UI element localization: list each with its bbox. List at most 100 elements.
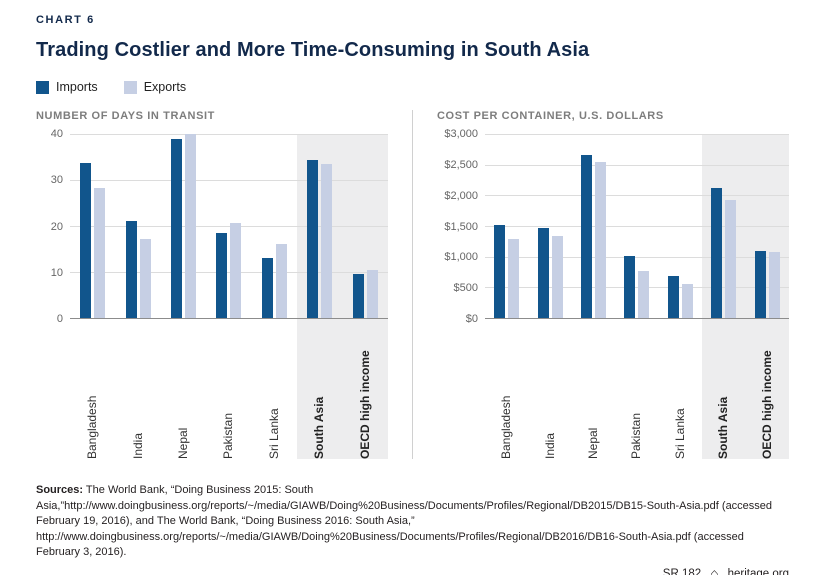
exports-bar: [725, 200, 737, 318]
bars-container: [485, 134, 789, 318]
imports-bar: [352, 273, 364, 318]
exports-bar: [185, 134, 197, 318]
report-id: SR 182: [662, 568, 702, 575]
legend-label-exports: Exports: [143, 80, 187, 94]
y-tick-label: $0: [465, 313, 478, 325]
plot-area: [485, 134, 789, 319]
bars-container: [70, 134, 388, 318]
chart-subtitle: NUMBER OF DAYS IN TRANSIT: [36, 110, 215, 122]
category: OECD high income: [343, 325, 388, 459]
exports-bar: [321, 164, 333, 318]
sources-label: Sources:: [36, 484, 84, 496]
gridline: [485, 134, 789, 135]
imports-bar: [624, 256, 636, 318]
category-label: Bangladesh: [499, 395, 514, 459]
category: Pakistan: [615, 325, 658, 459]
bar-group: [528, 134, 571, 318]
page-title: Trading Costlier and More Time-Consuming…: [36, 39, 590, 61]
plot-area: [70, 134, 388, 319]
gridline: [485, 164, 789, 166]
category: South Asia: [702, 325, 745, 459]
site-name: heritage.org: [727, 568, 789, 575]
imports-bar: [171, 138, 183, 318]
bar-group: [252, 134, 297, 318]
category-label: Sri Lanka: [672, 408, 687, 459]
imports-bar: [537, 228, 549, 318]
category-label: Nepal: [586, 427, 601, 459]
chart-subtitle: COST PER CONTAINER, U.S. DOLLARS: [437, 110, 664, 122]
category-labels: Bangladesh India Nepal Pakistan Sri Lanka Sou…: [485, 319, 789, 459]
category-label: India: [130, 432, 145, 459]
bar-group: [702, 134, 745, 318]
exports-bar: [595, 161, 607, 318]
gridline: [485, 256, 789, 258]
category-label: India: [542, 432, 557, 459]
bar-group: [485, 134, 528, 318]
y-tick-label: 30: [50, 174, 63, 187]
category: India: [528, 325, 571, 459]
y-tick-label: 40: [50, 128, 63, 140]
category-labels: Bangladesh India Nepal Pakistan Sri Lanka Sou…: [70, 319, 388, 459]
imports-bar: [216, 233, 228, 318]
category: India: [115, 325, 160, 459]
bar-group: [115, 134, 160, 318]
category: Bangladesh: [70, 325, 115, 459]
exports-bar: [681, 283, 693, 318]
imports-bar: [667, 275, 679, 318]
imports-bar: [307, 159, 319, 318]
category-label: OECD high income: [759, 350, 774, 459]
y-tick-label: $1,500: [444, 220, 478, 233]
category: Bangladesh: [485, 325, 528, 459]
category-label: Bangladesh: [85, 395, 100, 459]
imports-bar: [125, 220, 137, 318]
category: Sri Lanka: [659, 325, 702, 459]
exports-bar: [139, 239, 151, 318]
exports-swatch-icon: [123, 80, 137, 94]
imports-bar: [261, 258, 273, 318]
imports-bar: [754, 250, 766, 318]
sources-note: Sources: The World Bank, “Doing Business…: [36, 483, 789, 561]
category-label: Pakistan: [629, 412, 644, 459]
gridline: [70, 272, 388, 273]
y-axis: $0 $500 $1,000 $1,500 $2,000 $2,500 $3,000: [437, 128, 485, 325]
category: Pakistan: [206, 325, 251, 459]
footer-right: SR 182 ⌂ heritage.org: [36, 565, 789, 575]
legend-item-imports: Imports: [36, 80, 98, 94]
y-tick-label: $2,500: [444, 158, 478, 171]
bar-group: [659, 134, 702, 318]
category-label: OECD high income: [357, 350, 372, 459]
gridline: [485, 287, 789, 289]
category-label: Nepal: [176, 427, 191, 459]
sources-text: The World Bank, “Doing Business 2015: So…: [36, 484, 773, 559]
gridline: [485, 226, 789, 227]
gridline: [70, 180, 388, 181]
y-tick-label: 20: [50, 220, 63, 233]
exports-bar: [275, 244, 287, 318]
bar-group: [206, 134, 251, 318]
bar-group: [615, 134, 658, 318]
gridline: [485, 195, 789, 197]
y-tick-label: $2,000: [444, 189, 478, 202]
legend: Imports Exports: [36, 80, 789, 94]
cost-per-container-chart: COST PER CONTAINER, U.S. DOLLARS $0 $500 $…: [412, 110, 789, 459]
bar-group: [572, 134, 615, 318]
exports-bar: [366, 269, 378, 318]
legend-item-exports: Exports: [123, 80, 187, 94]
category-label: South Asia: [716, 396, 731, 459]
category: South Asia: [297, 325, 342, 459]
category: Nepal: [572, 325, 615, 459]
exports-bar: [508, 239, 520, 318]
y-tick-label: $3,000: [444, 128, 478, 140]
chart-number: CHART 6: [36, 14, 95, 26]
legend-label-imports: Imports: [56, 80, 98, 94]
exports-bar: [551, 236, 563, 318]
exports-bar: [230, 222, 242, 318]
category-label: South Asia: [312, 396, 327, 459]
home-icon: ⌂: [710, 565, 719, 575]
bar-group: [297, 134, 342, 318]
category-label: Sri Lanka: [266, 408, 281, 459]
category: Sri Lanka: [252, 325, 297, 459]
y-tick-label: 10: [50, 266, 63, 279]
category: Nepal: [161, 325, 206, 459]
